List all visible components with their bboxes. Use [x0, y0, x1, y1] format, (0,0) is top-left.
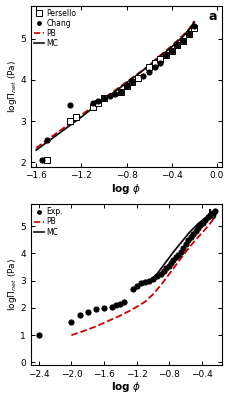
Point: [45, 136, 49, 143]
Point: [212, 208, 216, 214]
Point: [90, 104, 94, 110]
Point: [124, 83, 128, 89]
Point: [147, 64, 150, 71]
Legend: Persello, Chang, PB, MC: Persello, Chang, PB, MC: [33, 8, 77, 49]
X-axis label: log $\phi$: log $\phi$: [111, 380, 141, 394]
Point: [74, 114, 77, 120]
Y-axis label: log$\Pi_{net}$ (Pa): log$\Pi_{net}$ (Pa): [5, 258, 19, 311]
Point: [152, 64, 156, 71]
Point: [102, 95, 105, 102]
Point: [180, 38, 184, 44]
Point: [130, 79, 134, 85]
Point: [122, 299, 126, 306]
Point: [102, 95, 105, 102]
Point: [210, 210, 214, 216]
Point: [178, 249, 182, 255]
Point: [147, 68, 150, 75]
Point: [205, 214, 209, 220]
Point: [164, 265, 167, 272]
Point: [171, 257, 174, 263]
Point: [110, 303, 114, 310]
Point: [169, 260, 172, 266]
Point: [186, 31, 190, 38]
Point: [173, 254, 177, 260]
Point: [186, 31, 190, 38]
Point: [134, 283, 138, 289]
Point: [191, 230, 194, 237]
Point: [155, 273, 158, 280]
Point: [152, 60, 156, 66]
Point: [183, 240, 187, 247]
Point: [68, 118, 72, 124]
Point: [102, 305, 105, 311]
Point: [135, 75, 139, 81]
Point: [68, 102, 72, 108]
Point: [69, 318, 73, 325]
Point: [142, 279, 146, 285]
X-axis label: log $\phi$: log $\phi$: [111, 182, 141, 196]
Point: [185, 237, 189, 243]
Point: [207, 212, 211, 218]
Point: [85, 309, 89, 315]
Point: [176, 252, 180, 258]
Point: [175, 42, 178, 48]
Point: [96, 99, 100, 106]
Point: [180, 38, 184, 44]
Point: [119, 89, 122, 96]
Point: [113, 91, 117, 98]
Point: [114, 302, 118, 308]
Point: [161, 268, 165, 274]
Point: [141, 72, 145, 79]
Point: [193, 228, 196, 234]
Point: [40, 157, 44, 164]
Point: [107, 93, 111, 100]
Point: [130, 79, 134, 85]
Point: [124, 83, 128, 89]
Point: [192, 25, 195, 32]
Point: [158, 56, 161, 62]
Point: [181, 245, 184, 251]
Text: a: a: [207, 10, 216, 23]
Point: [164, 52, 167, 58]
Point: [203, 217, 206, 223]
Point: [188, 234, 192, 240]
Point: [166, 262, 170, 269]
Point: [195, 225, 199, 231]
Point: [37, 332, 40, 338]
Point: [96, 97, 100, 104]
Y-axis label: log$\Pi_{net}$ (Pa): log$\Pi_{net}$ (Pa): [5, 60, 19, 113]
Point: [90, 99, 94, 106]
Point: [192, 23, 195, 30]
Point: [130, 286, 134, 292]
Point: [119, 89, 122, 96]
Point: [94, 306, 97, 312]
Legend: Exp., PB, MC: Exp., PB, MC: [33, 206, 64, 237]
Point: [169, 48, 173, 54]
Point: [147, 277, 150, 284]
Point: [175, 42, 178, 48]
Point: [198, 222, 202, 229]
Point: [164, 52, 167, 58]
Point: [159, 270, 162, 277]
Point: [118, 300, 122, 307]
Point: [138, 280, 142, 286]
Text: b: b: [207, 209, 216, 222]
Point: [151, 276, 154, 282]
Point: [200, 220, 204, 226]
Point: [77, 312, 81, 318]
Point: [169, 48, 173, 54]
Point: [45, 157, 49, 164]
Point: [158, 60, 161, 66]
